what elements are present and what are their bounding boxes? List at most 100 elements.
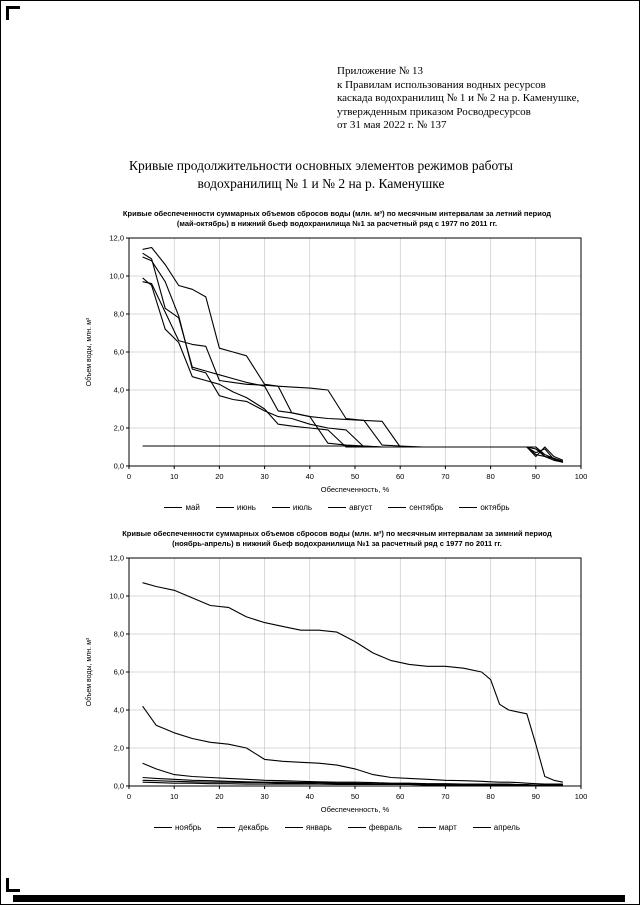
legend-label: июль [292,503,313,512]
legend-line-swatch [217,827,236,828]
legend-item-апрель: апрель [472,823,520,832]
y-tick-label: 4,0 [114,386,124,395]
legend-item-январь: январь [284,823,332,832]
y-tick-label: 12,0 [109,554,124,563]
winter-chart-plot: 0 10 20 30 40 50 60 70 80 90 100 0,0 2,0 4,0 6,0 8,0 10,… [85,554,588,815]
legend-line-swatch [417,827,436,828]
x-tick-label: 50 [351,472,359,481]
legend-item-март: март [417,823,457,832]
series-line-июль [142,281,564,463]
y-tick-label: 12,0 [109,234,124,243]
y-tick-label: 0,0 [114,782,124,791]
legend-label: январь [305,823,332,832]
legend-item-май: май [164,503,200,512]
appendix-header-line: от 31 мая 2022 г. № 137 [337,119,447,131]
x-tick-label: 80 [486,792,494,801]
x-axis-label: Обеспеченность, % [321,805,390,814]
legend-line-swatch [164,507,183,508]
legend-line-swatch [388,507,407,508]
document-title: Кривые продолжительности основных элемен… [1,157,639,193]
x-tick-label: 30 [260,472,268,481]
x-tick-label: 60 [396,792,404,801]
legend-item-август: август [328,503,372,512]
x-tick-label: 10 [170,472,178,481]
series-line-апрель [142,781,563,786]
summer-chart-legend: май июнь июль август сентябрь октябрь [79,503,595,512]
y-tick-label: 8,0 [114,310,124,319]
appendix-header-line: к Правилам использования водных ресурсов [337,78,546,91]
x-tick-label: 90 [532,472,540,481]
x-tick-label: 10 [170,792,178,801]
appendix-header-line: каскада водохранилищ № 1 и № 2 на р. Кам… [337,92,580,104]
y-tick-label: 2,0 [114,744,124,753]
scan-corner-mark-top-left [6,6,20,20]
chart-title-line: (ноябрь-апрель) в нижний бьеф водохранил… [172,538,502,548]
y-tick-label: 10,0 [109,272,124,281]
legend-label: май [185,503,200,512]
x-tick-label: 90 [532,792,540,801]
x-tick-label: 50 [351,792,359,801]
series-line-ноябрь [142,582,564,783]
y-tick-label: 0,0 [114,462,124,471]
winter-chart-legend: ноябрь декабрь январь февраль март апрель [79,823,595,832]
appendix-header-line: утвержденным приказом Росводресурсов [337,105,531,118]
legend-item-декабрь: декабрь [217,823,269,832]
chart-title: Кривые обеспеченности суммарных объемов … [112,209,562,228]
legend-item-ноябрь: ноябрь [154,823,201,832]
legend-label: июнь [236,503,256,512]
x-tick-label: 20 [215,472,223,481]
legend-item-октябрь: октябрь [459,503,510,512]
x-tick-label: 60 [396,472,404,481]
legend-label: апрель [493,823,520,832]
y-tick-label: 8,0 [114,630,124,639]
scan-corner-mark-bottom-left [6,878,20,892]
y-tick-label: 4,0 [114,706,124,715]
series-line-июнь [142,252,564,462]
x-tick-label: 20 [215,792,223,801]
x-tick-label: 30 [260,792,268,801]
legend-item-июль: июль [271,503,313,512]
legend-line-swatch [271,507,290,508]
x-tick-label: 70 [441,472,449,481]
series-line-декабрь [142,705,563,785]
chart-title: Кривые обеспеченности суммарных объемов … [112,529,562,548]
legend-item-февраль: февраль [347,823,402,832]
legend-label: сентябрь [409,503,444,512]
legend-label: август [349,503,373,512]
y-axis-label: Объем воды, млн. м³ [85,317,93,386]
legend-label: ноябрь [175,823,202,832]
legend-line-swatch [328,507,347,508]
legend-line-swatch [154,827,172,828]
x-tick-label: 40 [306,792,314,801]
legend-line-swatch [284,827,303,828]
legend-line-swatch [347,827,366,828]
legend-item-июнь: июнь [215,503,256,512]
y-tick-label: 6,0 [114,668,124,677]
y-tick-label: 2,0 [114,424,124,433]
series-line-август [142,256,564,463]
appendix-header-line: Приложение № 13 [337,65,424,77]
document-title-line: Кривые продолжительности основных элемен… [128,158,514,173]
x-tick-label: 70 [441,792,449,801]
y-axis-label: Объем воды, млн. м³ [85,637,93,706]
legend-label: октябрь [480,503,510,512]
legend-label: март [438,823,457,832]
legend-line-swatch [215,507,234,508]
scan-edge-artifact [13,895,625,902]
x-tick-label: 80 [486,472,494,481]
x-axis-label: Обеспеченность, % [321,485,390,494]
chart-title-line: Кривые обеспеченности суммарных объемов … [122,529,552,538]
x-tick-label: 100 [575,792,588,801]
series-line-сентябрь [142,277,564,463]
x-tick-label: 0 [127,792,131,801]
legend-line-swatch [472,827,491,828]
x-tick-label: 40 [306,472,314,481]
legend-label: декабрь [238,823,269,832]
chart-title-line: Кривые обеспеченности суммарных объемов … [122,209,552,218]
series-line-май [142,246,564,461]
legend-label: февраль [368,823,402,832]
appendix-header: Приложение № 13 к Правилам использования… [337,65,579,133]
chart-title-line: (май-октябрь) в нижний бьеф водохранилищ… [176,218,498,228]
document-title-line: водохранилищ № 1 и № 2 на р. Каменушке [197,176,445,191]
